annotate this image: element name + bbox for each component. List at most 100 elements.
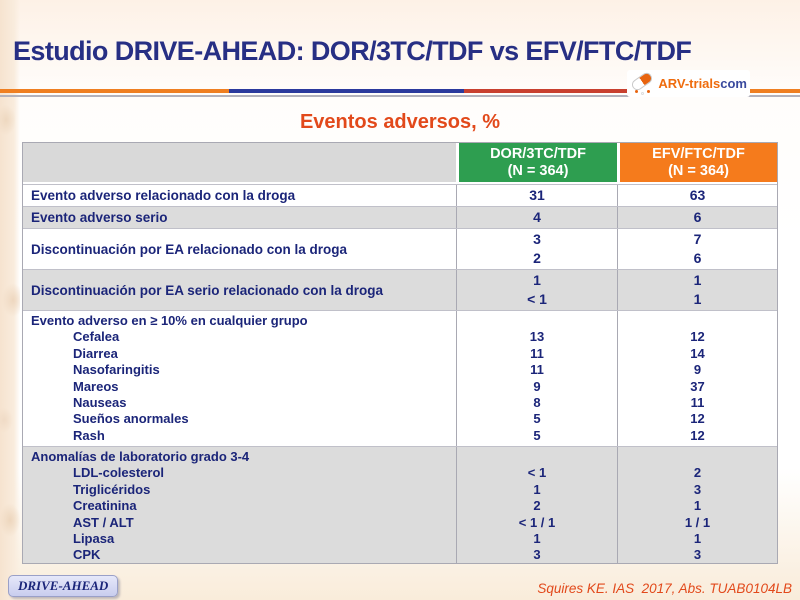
logo-brand-text: ARV-trials	[658, 76, 721, 91]
group-item-label: Triglicéridos	[73, 481, 151, 497]
group-label: Anomalías de laboratorio grado 3-4	[31, 449, 250, 464]
drive-ahead-badge: DRIVE-AHEAD	[8, 575, 119, 597]
dor-value-cell: 31	[456, 185, 617, 206]
value-spacer	[457, 449, 617, 465]
efv-value: 37	[690, 378, 705, 394]
value-spacer	[618, 313, 777, 329]
efv-value: 6	[693, 209, 702, 225]
efv-value: 2	[693, 465, 702, 481]
logo-text: ARV-trialscom	[658, 76, 747, 91]
row-label-cell: Discontinuación por EA serio relacionado…	[23, 270, 456, 310]
dor-value: 13	[529, 329, 545, 345]
dor-value: 3	[533, 231, 541, 247]
efv-value: 11	[690, 395, 705, 411]
adverse-events-table: DOR/3TC/TDF (N = 364) EFV/FTC/TDF (N = 3…	[22, 142, 778, 564]
efv-value-cell: 1 1	[617, 270, 777, 310]
group-item-label: Creatinina	[73, 498, 137, 514]
efv-value-cell: 63	[617, 185, 777, 206]
group-item-label: Mareos	[73, 378, 119, 394]
table-header-row: DOR/3TC/TDF (N = 364) EFV/FTC/TDF (N = 3…	[23, 143, 777, 184]
efv-value: 12	[690, 411, 705, 427]
table-row: Evento adverso en ≥ 10% en cualquier gru…	[23, 310, 777, 446]
efv-value-cell: 7 6	[617, 229, 777, 269]
group-label: Evento adverso en ≥ 10% en cualquier gru…	[31, 313, 308, 328]
efv-value: 1	[693, 272, 702, 288]
row-label: Discontinuación por EA relacionado con l…	[31, 241, 348, 257]
value-spacer	[618, 449, 777, 465]
column-header-efv-n: (N = 364)	[668, 162, 729, 179]
group-item-label: Lipasa	[73, 530, 115, 546]
dor-value: 4	[533, 209, 541, 225]
table-row: Discontinuación por EA relacionado con l…	[23, 228, 777, 269]
efv-value: 12	[690, 427, 705, 443]
group-item-label: Sueños anormales	[73, 411, 189, 427]
divider-segment-orange	[0, 89, 229, 93]
group-item-label: CPK	[73, 547, 101, 563]
value-spacer	[457, 313, 617, 329]
group-item-label: Diarrea	[73, 345, 118, 361]
dor-value: 8	[533, 395, 541, 411]
row-label: Evento adverso serio	[31, 210, 168, 225]
arv-trials-logo[interactable]: ARV-trialscom	[627, 70, 750, 97]
row-label-cell: Evento adverso en ≥ 10% en cualquier gru…	[23, 311, 456, 446]
column-header-dor-n: (N = 364)	[507, 162, 569, 179]
dor-value: 5	[533, 427, 541, 443]
efv-value: 63	[689, 187, 706, 203]
efv-value: 9	[693, 362, 702, 378]
pill-dot	[641, 92, 645, 95]
logo-tld-text: com	[720, 76, 747, 91]
efv-value-cell: 12 14 9 37 11 12 12	[617, 311, 777, 446]
dor-value-cell: 13 11 11 9 8 5 5	[456, 311, 617, 446]
divider-segment-blue	[229, 89, 464, 93]
row-label: Discontinuación por EA serio relacionado…	[31, 282, 384, 298]
dor-value: < 1 / 1	[518, 514, 556, 530]
slide-title: Estudio DRIVE-AHEAD: DOR/3TC/TDF vs EFV/…	[13, 36, 692, 66]
efv-value: 1	[693, 530, 702, 546]
dor-value-cell: 3 2	[456, 229, 617, 269]
dor-value-cell: 1 < 1	[456, 270, 617, 310]
dor-value: 11	[530, 362, 544, 378]
efv-value: 1	[693, 291, 702, 307]
dor-value: 2	[533, 498, 541, 514]
group-item-label: Rash	[73, 427, 105, 443]
pill-dot	[647, 90, 651, 93]
efv-value: 7	[693, 231, 702, 247]
efv-value: 14	[690, 345, 705, 361]
efv-value: 1 / 1	[684, 514, 711, 530]
group-item-label: Nauseas	[73, 395, 127, 411]
dor-value: < 1	[527, 291, 547, 307]
page-title: Eventos adversos, %	[299, 111, 501, 133]
efv-value: 6	[693, 250, 702, 266]
row-label-cell: Anomalías de laboratorio grado 3-4 LDL-c…	[23, 447, 456, 563]
group-item-label: Cefalea	[73, 329, 120, 345]
dor-value: < 1	[527, 465, 547, 481]
pill-shape	[630, 70, 655, 93]
dor-value: 5	[533, 411, 541, 427]
reference-citation: Squires KE. IAS 2017, Abs. TUAB0104LB	[537, 581, 792, 596]
table-row: Evento adverso relacionado con la droga …	[23, 184, 777, 206]
divider-segment-red	[464, 89, 688, 93]
row-label-cell: Evento adverso relacionado con la droga	[23, 185, 456, 206]
row-label: Evento adverso relacionado con la droga	[31, 188, 296, 203]
dor-value: 1	[533, 530, 541, 546]
divider-segment-orange-right	[745, 89, 800, 93]
column-header-dor: DOR/3TC/TDF (N = 364)	[456, 143, 617, 182]
dor-value: 11	[530, 345, 544, 361]
efv-value-cell: 6	[617, 207, 777, 228]
header-empty-cell	[23, 143, 456, 182]
efv-value: 3	[693, 547, 702, 563]
efv-value: 3	[693, 481, 702, 497]
left-texture-strip	[0, 0, 20, 600]
column-header-dor-label: DOR/3TC/TDF	[490, 145, 586, 162]
group-item-label: AST / ALT	[73, 514, 134, 530]
efv-value: 12	[690, 329, 705, 345]
dor-value: 9	[533, 378, 541, 394]
dor-value: 2	[533, 250, 541, 266]
group-item-label: Nasofaringitis	[73, 362, 160, 378]
table-row: Discontinuación por EA serio relacionado…	[23, 269, 777, 310]
dor-value-cell: 4	[456, 207, 617, 228]
pill-dot	[635, 90, 639, 93]
column-header-efv: EFV/FTC/TDF (N = 364)	[617, 143, 777, 182]
table-row: Anomalías de laboratorio grado 3-4 LDL-c…	[23, 446, 777, 563]
row-label-cell: Discontinuación por EA relacionado con l…	[23, 229, 456, 269]
